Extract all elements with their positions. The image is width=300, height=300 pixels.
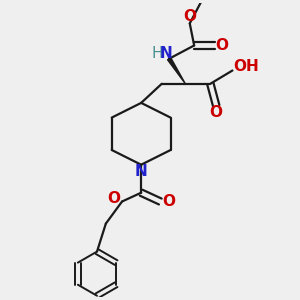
Text: OH: OH — [233, 59, 259, 74]
Text: N: N — [135, 164, 148, 179]
Text: O: O — [210, 105, 223, 120]
Text: H: H — [151, 46, 163, 61]
Text: O: O — [162, 194, 175, 209]
Text: N: N — [159, 46, 172, 61]
Text: O: O — [107, 191, 120, 206]
Text: O: O — [183, 9, 196, 24]
Polygon shape — [167, 58, 185, 84]
Text: O: O — [216, 38, 229, 53]
